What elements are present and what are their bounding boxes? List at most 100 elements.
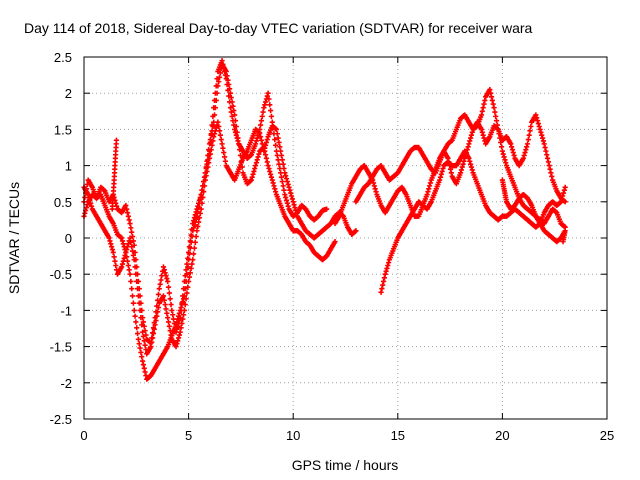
data-point [216,123,222,130]
data-point [158,277,164,283]
data-point [481,135,487,141]
data-point [214,76,220,82]
data-point [84,202,90,208]
data-point [187,245,193,251]
data-point [209,122,215,128]
data-point [186,257,192,263]
data-point [221,154,228,160]
data-point [272,136,278,143]
data-point [378,289,384,295]
data-point [184,261,190,267]
data-point [461,158,467,164]
data-point [161,267,167,273]
data-point [134,278,140,285]
data-point [265,90,271,96]
data-point [128,278,134,285]
data-point [278,174,285,180]
data-point [256,151,262,157]
data-point [273,148,280,154]
data-point [285,181,291,188]
data-point [112,258,118,264]
data-point [204,161,210,167]
data-point [384,265,390,272]
data-point [539,135,546,141]
data-point [164,310,170,316]
data-point [562,199,568,205]
data-point [211,134,217,140]
data-point [137,345,143,351]
data-point [381,275,388,281]
data-point [273,126,280,132]
data-point [463,149,470,156]
data-point [186,274,193,280]
data-point [266,96,272,102]
data-point [199,187,205,193]
data-point [534,115,540,121]
data-point [467,138,473,144]
data-point [493,113,499,119]
data-point [125,262,131,269]
data-point [268,171,274,177]
data-point [129,248,136,254]
data-point [277,144,283,150]
data-point [216,79,222,85]
data-point [264,93,270,99]
data-point [487,86,493,93]
data-point [468,161,474,167]
data-point [169,307,175,313]
data-point [124,206,130,212]
data-point [228,109,234,115]
data-point [140,319,147,325]
data-point [162,270,168,276]
data-point [183,267,189,273]
y-tick-label: 0.5 [54,195,72,210]
data-point [542,144,548,151]
data-point [110,249,116,256]
data-point [562,184,568,190]
data-point [119,261,126,267]
data-point [272,186,278,192]
data-point [191,225,197,231]
data-point [222,72,229,78]
data-point [273,142,279,148]
data-point [180,299,186,305]
y-tick-label: 1 [65,159,72,174]
data-point [128,225,134,231]
data-point [482,97,488,104]
data-point [524,141,531,147]
data-point [251,168,257,174]
data-point [262,152,269,158]
data-point [211,105,217,111]
tick-labels: 0 5 10 15 20 25 -2.5 -2 -1.5 -1 -0.5 0 0.5 1 1.5 2 2.5 [50,50,615,443]
data-point [133,271,139,277]
data-point [268,113,275,119]
data-point [188,239,194,245]
data-point [175,338,181,344]
data-point [262,142,269,148]
data-point [353,228,359,234]
data-point [198,191,204,198]
data-point [148,344,154,350]
data-point [468,164,475,170]
data-point [227,90,234,96]
data-point [122,246,128,253]
data-point [141,365,147,371]
data-point [488,94,495,100]
data-point [509,147,516,153]
data-point [260,109,266,115]
data-point [127,220,133,227]
data-point [500,151,506,157]
data-point [225,87,231,93]
data-point [478,112,485,118]
data-point [193,216,199,222]
data-point [478,126,485,132]
data-point [233,132,239,138]
data-point [547,166,553,172]
data-point [254,135,260,141]
data-point [190,228,196,234]
data-point [151,326,157,332]
data-point [132,264,138,270]
data-point [181,293,188,299]
data-point [180,312,187,318]
data-point [211,97,218,104]
